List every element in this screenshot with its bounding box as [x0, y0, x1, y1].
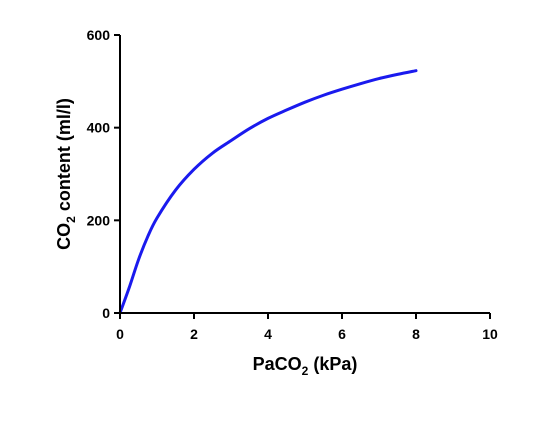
plot-area [118, 69, 418, 315]
x-tick-label: 0 [116, 326, 124, 342]
x-ticks: 0 2 4 6 8 10 [116, 313, 498, 342]
x-tick-label: 8 [412, 326, 420, 342]
x-tick-label: 4 [264, 326, 272, 342]
x-tick-label: 6 [338, 326, 346, 342]
y-tick-label: 400 [87, 120, 111, 136]
y-ticks: 0 200 400 600 [87, 27, 120, 321]
x-tick-label: 2 [190, 326, 198, 342]
y-tick-label: 0 [102, 305, 110, 321]
y-tick-label: 200 [87, 212, 111, 228]
x-axis-label: PaCO2 (kPa) [253, 354, 358, 378]
x-axis-label-subscript: 2 [302, 364, 309, 378]
y-axis-label: CO2 content (ml/l) [54, 98, 78, 250]
x-tick-label: 10 [482, 326, 498, 342]
y-tick-label: 600 [87, 27, 111, 43]
y-axis-label-subscript: 2 [64, 216, 78, 223]
series-line [118, 69, 418, 315]
